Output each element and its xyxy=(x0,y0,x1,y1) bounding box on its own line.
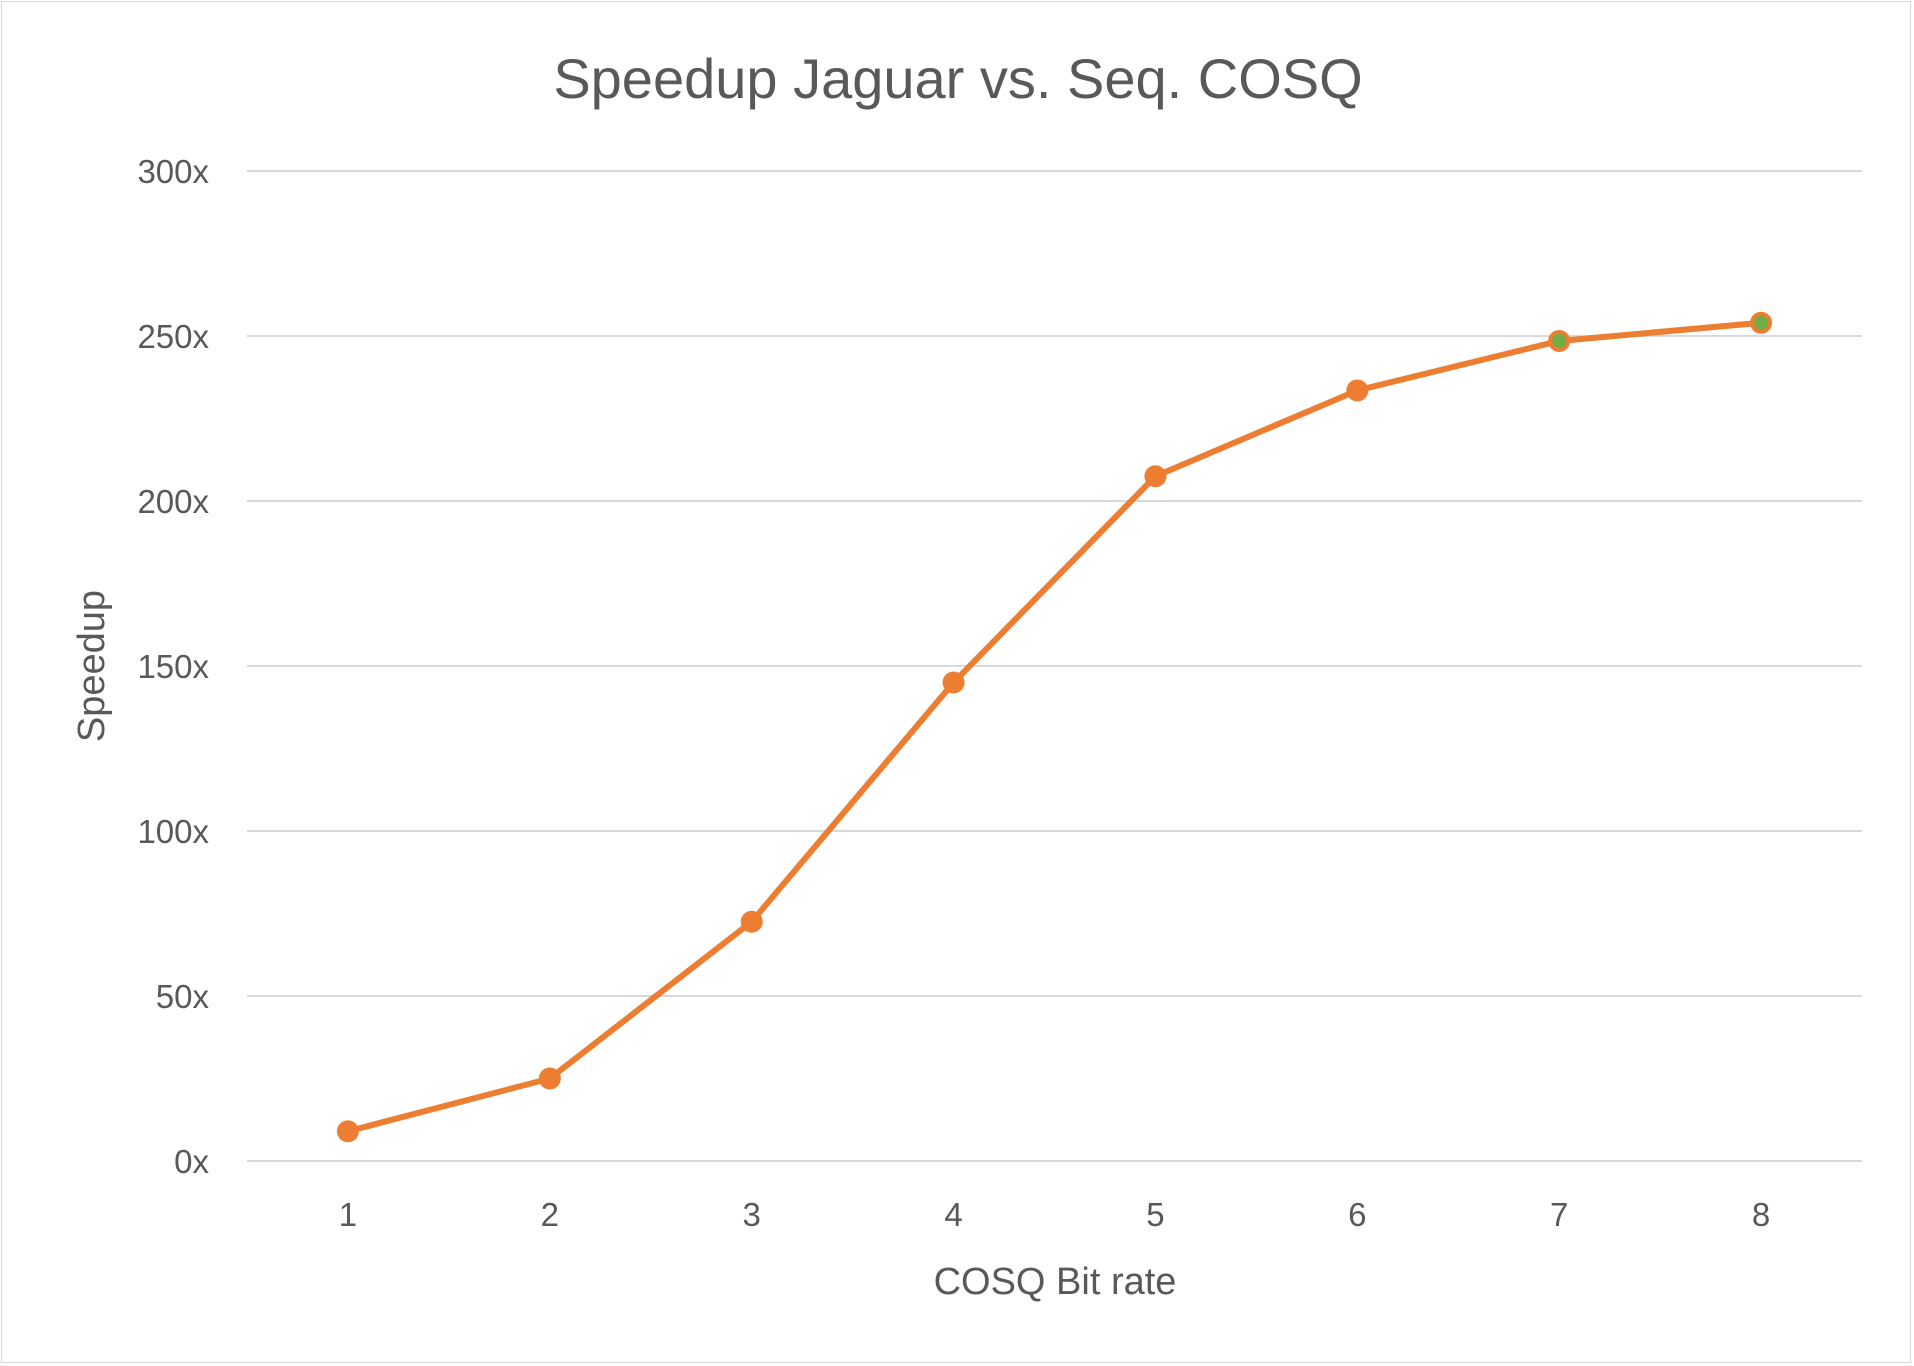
x-tick-label: 3 xyxy=(743,1196,761,1233)
x-tick-label: 2 xyxy=(541,1196,559,1233)
data-markers xyxy=(336,311,1773,1143)
data-point-highlight-7 xyxy=(1552,333,1567,348)
y-axis-title: Speedup xyxy=(71,590,113,742)
gridlines xyxy=(247,170,1862,1162)
data-point-4 xyxy=(942,671,965,694)
data-point-5 xyxy=(1144,465,1167,488)
y-tick-label: 300x xyxy=(137,153,209,190)
y-tick-label: 0x xyxy=(174,1143,209,1180)
series-line xyxy=(344,319,1765,1135)
data-point-highlight-8 xyxy=(1754,315,1769,330)
x-tick-label: 8 xyxy=(1752,1196,1770,1233)
x-tick-label: 1 xyxy=(339,1196,357,1233)
y-tick-label: 200x xyxy=(137,483,209,520)
x-axis-title: COSQ Bit rate xyxy=(934,1261,1177,1303)
series-speedup xyxy=(336,311,1773,1143)
chart-title: Speedup Jaguar vs. Seq. COSQ xyxy=(553,47,1362,110)
y-tick-label: 150x xyxy=(137,648,209,685)
data-point-2 xyxy=(538,1067,561,1090)
data-point-1 xyxy=(336,1120,359,1143)
x-tick-label: 6 xyxy=(1348,1196,1366,1233)
x-tick-label: 7 xyxy=(1550,1196,1568,1233)
data-point-6 xyxy=(1346,379,1369,402)
y-tick-label: 50x xyxy=(156,978,210,1015)
y-tick-label: 100x xyxy=(137,813,209,850)
x-tick-label: 4 xyxy=(944,1196,962,1233)
x-axis-tick-labels: 1 2 3 4 5 6 7 8 xyxy=(339,1196,1770,1233)
y-tick-label: 250x xyxy=(137,318,209,355)
y-axis-tick-labels: 0x 50x 100x 150x 200x 250x 300x xyxy=(137,153,209,1180)
data-point-3 xyxy=(740,910,763,933)
x-tick-label: 5 xyxy=(1146,1196,1164,1233)
